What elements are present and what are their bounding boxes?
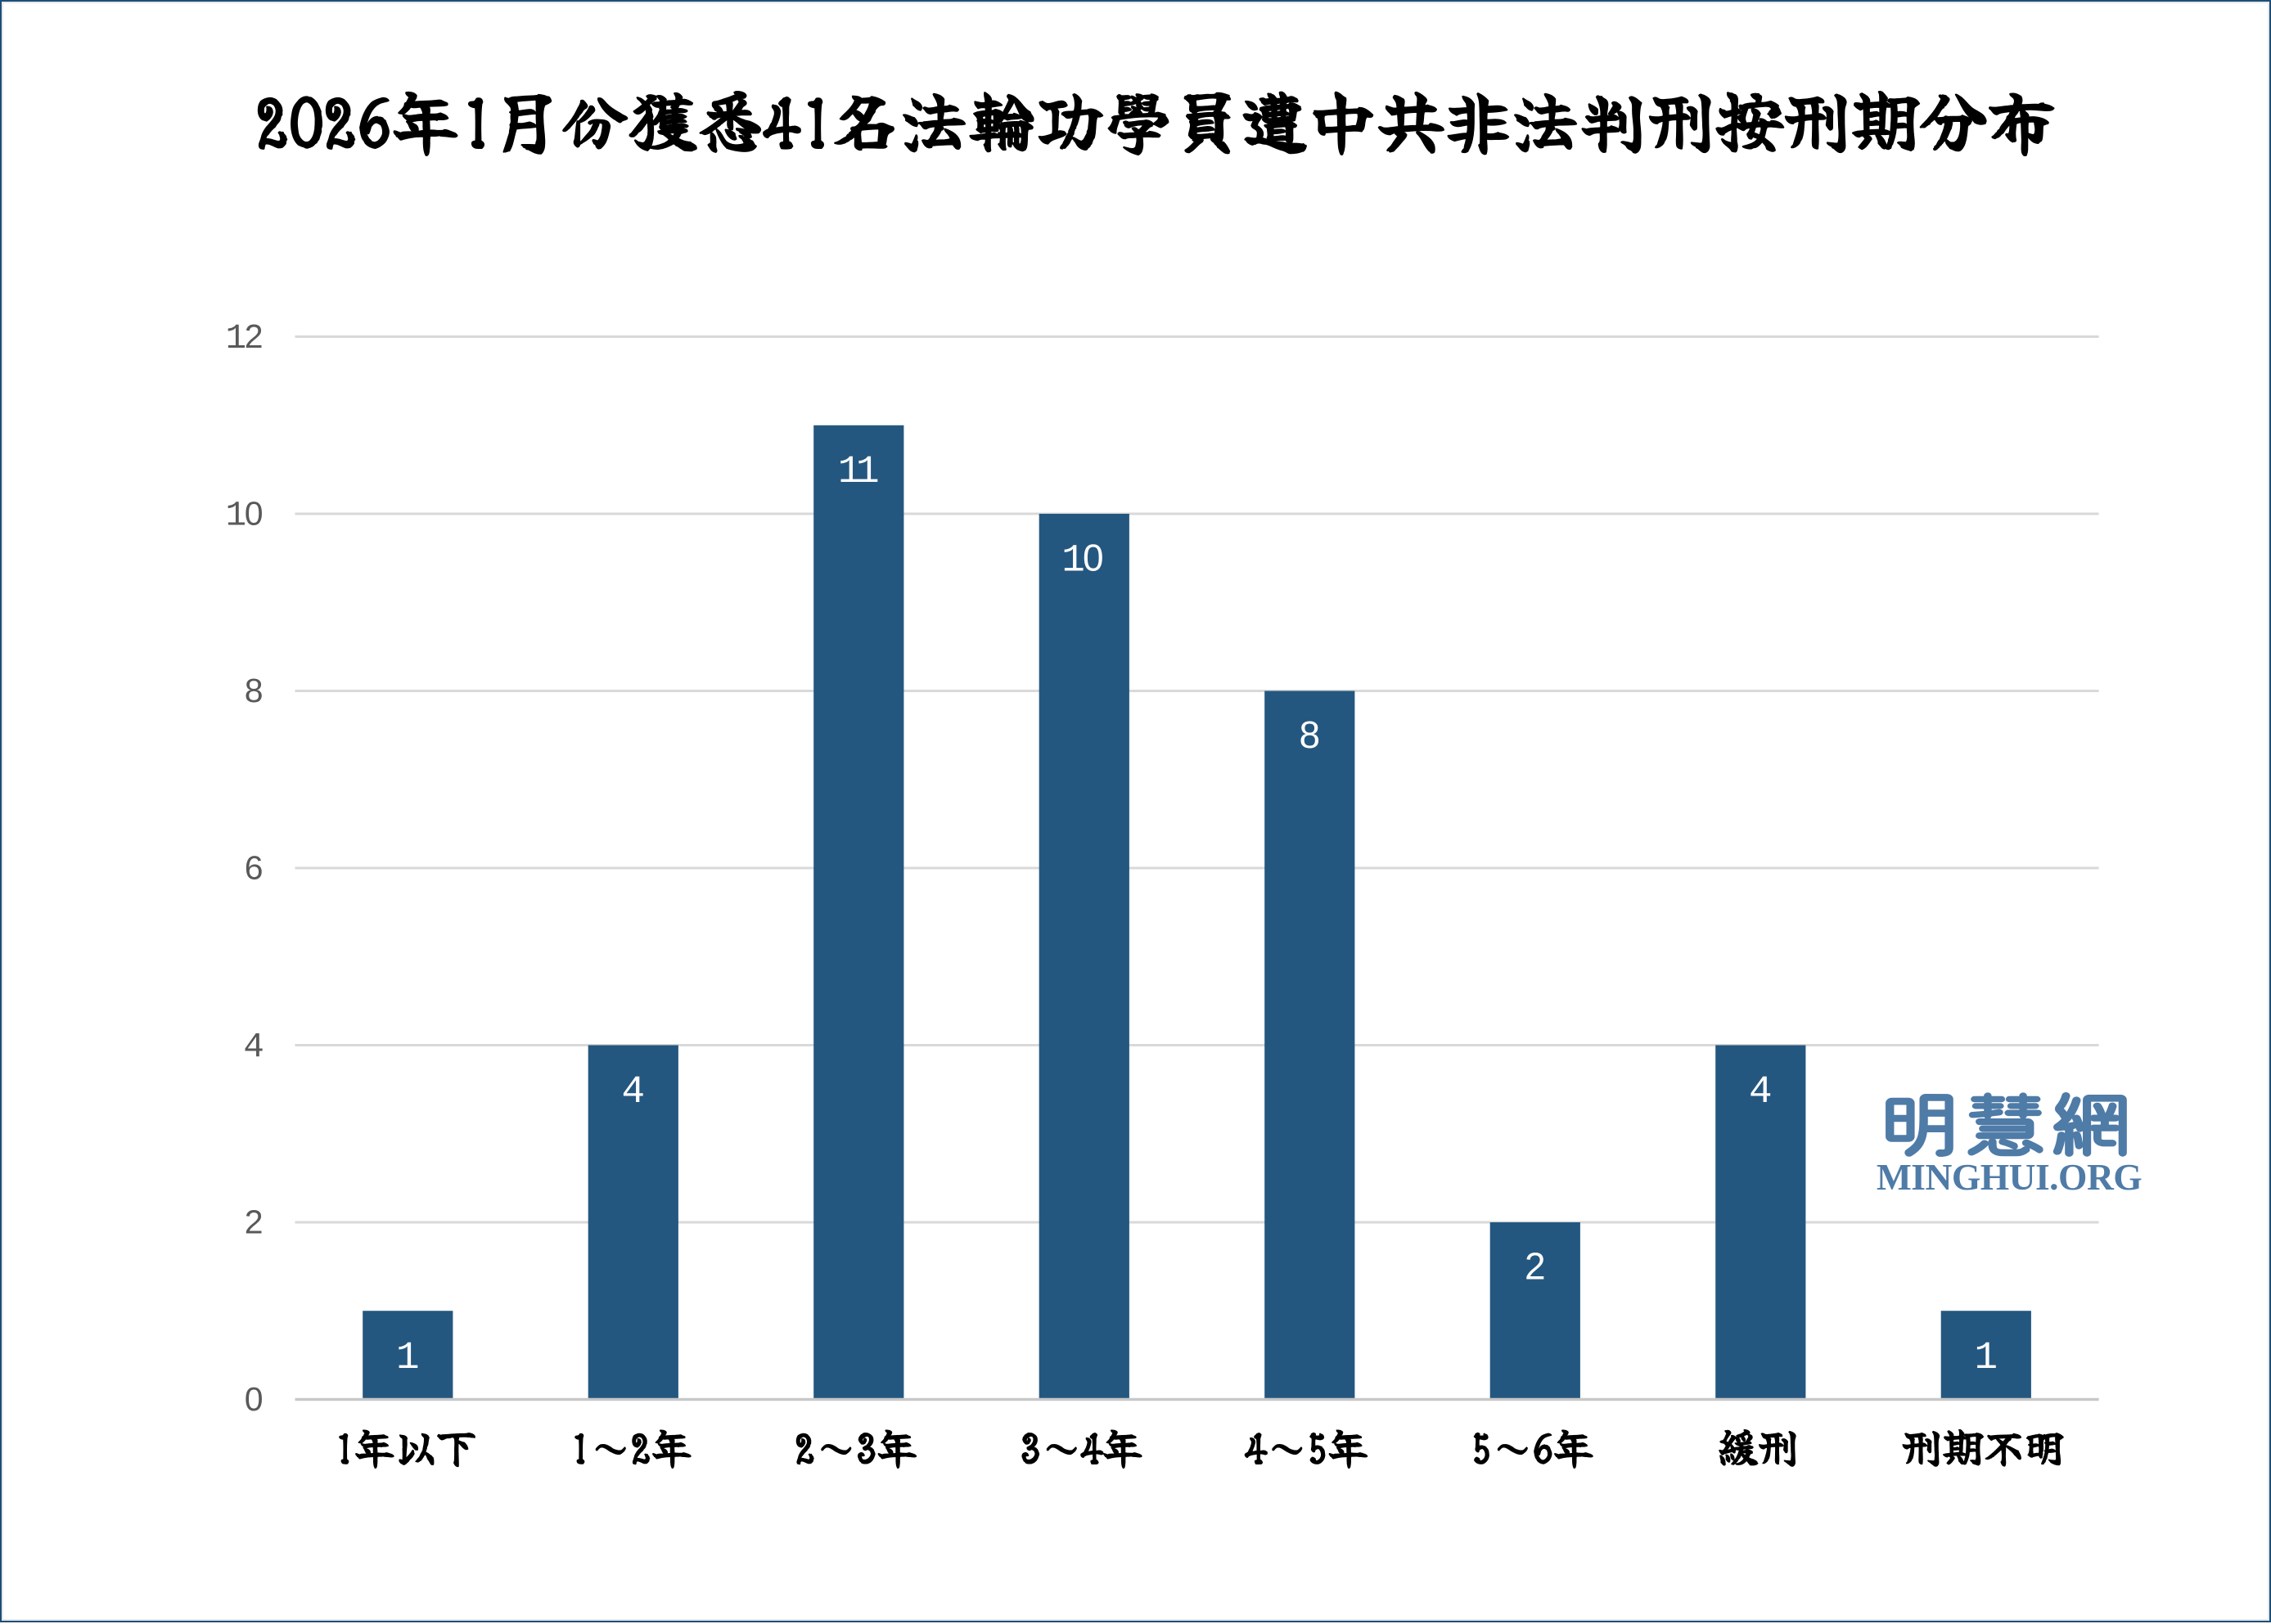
svg-text:6: 6 bbox=[245, 849, 264, 887]
svg-text:4: 4 bbox=[243, 1028, 264, 1067]
svg-text:4: 4 bbox=[622, 1070, 646, 1114]
svg-text:2: 2 bbox=[1525, 1245, 1546, 1288]
svg-text:1: 1 bbox=[1061, 539, 1085, 583]
svg-text:4: 4 bbox=[1749, 1070, 1773, 1114]
svg-text:1: 1 bbox=[856, 450, 880, 494]
svg-text:8: 8 bbox=[1300, 713, 1321, 756]
svg-text:1: 1 bbox=[226, 319, 246, 358]
svg-text:0: 0 bbox=[245, 1380, 264, 1418]
svg-text:MINGHUI.ORG: MINGHUI.ORG bbox=[1877, 1156, 2142, 1198]
svg-text:0: 0 bbox=[1083, 537, 1104, 579]
svg-text:0: 0 bbox=[245, 495, 264, 533]
svg-text:1: 1 bbox=[838, 450, 862, 494]
svg-text:2: 2 bbox=[245, 317, 264, 355]
svg-text:2: 2 bbox=[245, 1203, 264, 1241]
svg-text:1: 1 bbox=[396, 1336, 420, 1380]
svg-text:1: 1 bbox=[1975, 1336, 1998, 1380]
svg-text:1: 1 bbox=[226, 497, 246, 536]
svg-text:8: 8 bbox=[245, 672, 264, 709]
